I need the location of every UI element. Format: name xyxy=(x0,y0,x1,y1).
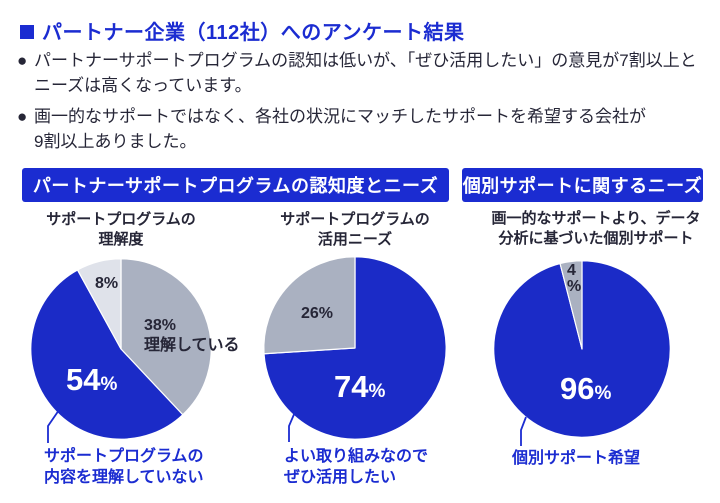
slice-label-96pct: 96% xyxy=(560,373,611,404)
bullet-marker-icon: ● xyxy=(17,51,28,70)
slice-label-38pct: 38% 理解している xyxy=(144,316,240,356)
slice-value: 4 xyxy=(567,262,576,279)
slice-label-26pct: 26% xyxy=(301,306,333,322)
callout-label-want-to-use: よい取り組みなので ぜひ活用したい xyxy=(284,448,429,486)
bullet-item: ● 画一的なサポートではなく、各社の状況にマッチしたサポートを希望する会社が 9… xyxy=(17,104,712,154)
bullet-marker-icon: ● xyxy=(17,107,28,126)
slice-label-8pct: 8% xyxy=(95,276,118,292)
slice-unit: % xyxy=(567,278,582,295)
pie-chart-usage-needs xyxy=(263,256,447,440)
slice-text: 理解している xyxy=(144,337,240,354)
pie-slice xyxy=(120,258,212,416)
slice-value-line: 38% xyxy=(144,316,240,336)
slice-unit: % xyxy=(103,275,119,292)
pie-slice xyxy=(76,258,122,350)
slice-label-4pct: 4% xyxy=(567,263,581,295)
slice-unit: % xyxy=(100,374,118,395)
slice-value: 8 xyxy=(95,275,104,292)
page-title: パートナー企業（112社）へのアンケート結果 xyxy=(42,22,465,44)
slice-label-74pct: 74% xyxy=(334,371,385,402)
bullet-text: 画一的なサポートではなく、各社の状況にマッチしたサポートを希望する会社が 9割以… xyxy=(34,107,646,151)
bullet-item: ● パートナーサポートプログラムの認知は低いが、「ぜひ活用したい」の意見が7割以… xyxy=(17,48,712,98)
title-square-icon xyxy=(20,25,34,39)
pie-slice xyxy=(559,260,583,350)
intro-bullets: ● パートナーサポートプログラムの認知は低いが、「ぜひ活用したい」の意見が7割以… xyxy=(17,48,712,160)
callout-label-not-understood: サポートプログラムの 内容を理解していない xyxy=(44,448,204,486)
slice-unit: % xyxy=(368,381,386,402)
chart-title-understanding: サポートプログラムの 理解度 xyxy=(46,211,196,248)
section-header-individual-support: 個別サポートに関するニーズ xyxy=(462,168,703,202)
slice-label-54pct: 54% xyxy=(66,364,117,395)
section-header-program-awareness: パートナーサポートプログラムの認知度とニーズ xyxy=(22,168,449,202)
slice-unit: % xyxy=(594,383,612,404)
pie-chart-individual-needs xyxy=(493,260,671,438)
pie-slice xyxy=(263,256,356,355)
slice-unit: % xyxy=(318,305,334,322)
slice-value: 38 xyxy=(144,317,162,334)
slice-unit: % xyxy=(161,317,177,334)
bullet-text: パートナーサポートプログラムの認知は低いが、「ぜひ活用したい」の意見が7割以上と… xyxy=(34,51,697,95)
slice-value: 54 xyxy=(66,362,101,397)
callout-label-individual-support: 個別サポート希望 xyxy=(512,450,641,467)
chart-title-individual-needs: 画一的なサポートより、データ 分析に基づいた個別サポート xyxy=(491,210,701,247)
slice-value: 26 xyxy=(301,305,319,322)
slice-value: 74 xyxy=(334,369,369,404)
pie-chart-understanding xyxy=(30,258,212,440)
slice-value: 96 xyxy=(560,371,595,406)
chart-title-usage-needs: サポートプログラムの 活用ニーズ xyxy=(280,211,430,248)
pie-slice xyxy=(30,269,184,440)
